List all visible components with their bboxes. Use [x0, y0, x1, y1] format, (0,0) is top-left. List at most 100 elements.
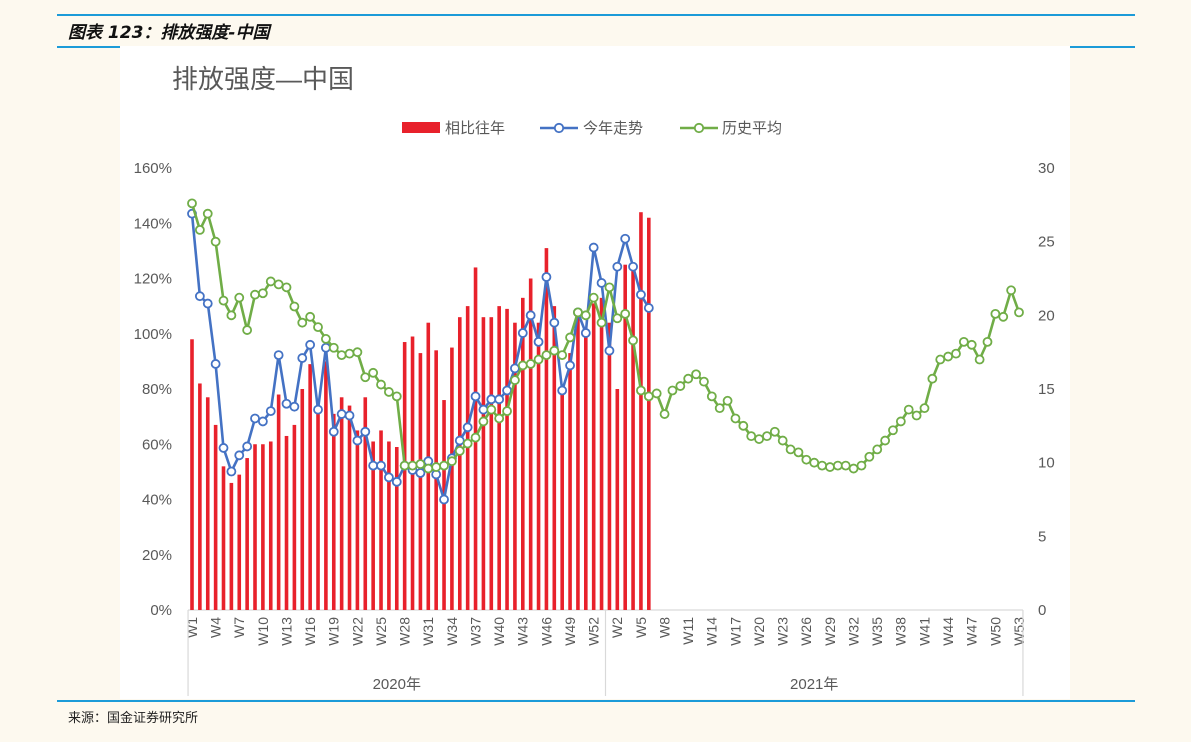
average-point	[880, 435, 891, 446]
bar-mark	[229, 482, 234, 610]
average-point	[817, 460, 827, 471]
average-point	[628, 335, 638, 346]
average-point	[218, 295, 229, 306]
bar-mark	[331, 413, 336, 610]
average-point	[919, 403, 930, 414]
trend-point	[234, 450, 245, 461]
average-point	[289, 301, 300, 312]
average-point	[360, 372, 371, 383]
x-tick-label: W23	[775, 617, 791, 646]
trend-point	[439, 494, 449, 505]
y-right-tick-label: 15	[1038, 381, 1055, 398]
x-tick-label: W1	[184, 617, 200, 638]
average-point	[714, 403, 725, 414]
x-tick-label: W2	[609, 617, 625, 638]
legend-label-average: 历史平均	[722, 120, 782, 137]
average-point	[242, 325, 253, 335]
bar-mark	[576, 311, 580, 610]
trend-point	[202, 298, 213, 309]
bar-mark	[639, 212, 643, 610]
average-point	[399, 460, 410, 471]
trend-point	[588, 242, 599, 253]
figure-title: 图表 123：排放强度-中国	[68, 23, 270, 43]
bar-mark	[284, 435, 289, 610]
x-tick-label: W52	[586, 617, 602, 646]
trend-point	[384, 472, 394, 483]
average-point	[801, 454, 812, 465]
average-point	[691, 369, 701, 380]
x-tick-label: W38	[893, 617, 909, 646]
line-series	[187, 198, 1024, 505]
average-point	[580, 310, 591, 321]
bar-mark	[387, 441, 391, 610]
trend-point	[289, 401, 300, 412]
bar-mark	[465, 306, 470, 610]
trend-point	[273, 350, 284, 361]
x-tick-label: W7	[231, 617, 247, 638]
average-point	[722, 395, 733, 406]
average-point	[384, 387, 394, 397]
bar-mark	[560, 389, 564, 610]
legend-swatch-trend-marker	[553, 122, 565, 134]
average-point	[320, 334, 331, 344]
bar-mark	[631, 264, 635, 610]
average-point	[281, 282, 292, 293]
legend: 相比往年 今年走势 历史平均	[402, 120, 782, 137]
x-tick-label: W41	[916, 617, 932, 646]
average-point	[423, 463, 434, 474]
trend-point	[242, 441, 253, 452]
average-point	[431, 462, 442, 472]
x-tick-label: W31	[420, 617, 436, 646]
average-point	[612, 313, 623, 324]
bar-mark	[268, 441, 273, 610]
trend-point	[620, 233, 631, 244]
trend-point	[218, 443, 229, 453]
trend-point	[510, 363, 520, 374]
axes: 0% 20% 40% 60% 80% 100% 120% 140% 160% 0 5 10 15 20 25…	[134, 160, 1055, 696]
trend-point	[391, 476, 402, 487]
average-point	[336, 350, 347, 361]
trend-point	[643, 303, 654, 313]
trend-point	[517, 328, 528, 338]
average-line	[190, 203, 1021, 470]
bar-mark	[308, 364, 312, 610]
trend-point	[565, 360, 575, 371]
trend-point	[525, 310, 536, 321]
average-point	[557, 350, 568, 361]
average-point	[210, 236, 221, 247]
average-point	[785, 444, 796, 455]
bar-mark	[505, 308, 509, 610]
bar-mark	[450, 347, 454, 610]
bar-mark	[237, 474, 242, 610]
average-point	[777, 435, 788, 446]
x-tick-label: W28	[397, 617, 413, 646]
average-point	[415, 459, 426, 470]
y-right-tick-label: 30	[1038, 160, 1055, 177]
trend-point	[549, 317, 560, 328]
average-point	[895, 416, 906, 427]
x-tick-label: W4	[208, 617, 224, 638]
trend-point	[596, 278, 607, 288]
x-tick-label: W14	[704, 617, 720, 646]
x-tick-label: W22	[349, 617, 365, 646]
trend-point	[313, 404, 323, 415]
average-point	[1014, 307, 1024, 318]
average-point	[565, 332, 575, 343]
bar-mark	[347, 405, 352, 610]
average-point	[903, 404, 914, 415]
legend-swatch-bar	[402, 122, 440, 133]
trend-point	[344, 410, 355, 421]
average-point	[636, 385, 646, 396]
average-point	[675, 381, 686, 391]
trend-point	[360, 426, 371, 437]
average-point	[502, 406, 512, 417]
average-point	[454, 445, 465, 456]
bar-mark	[536, 322, 541, 610]
bottom-rule	[57, 700, 1135, 702]
average-point	[974, 354, 985, 365]
average-point	[541, 350, 552, 361]
bar-mark	[513, 322, 517, 610]
trend-point	[486, 394, 497, 405]
x-tick-label: W17	[727, 617, 743, 646]
bar-mark	[599, 297, 604, 610]
